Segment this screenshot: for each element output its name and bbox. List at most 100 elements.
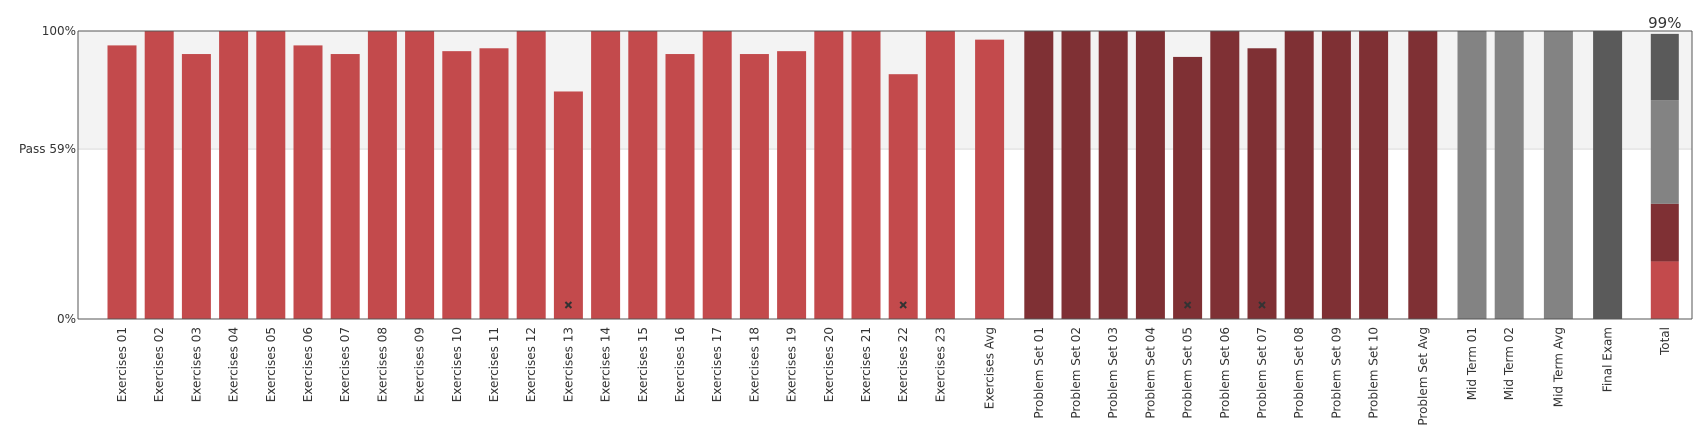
total-value-label: 99%	[1648, 14, 1681, 32]
category-label-7: Exercises 07	[338, 327, 352, 402]
axes	[77, 30, 1693, 320]
category-label-18: Exercises 18	[747, 327, 761, 402]
labels: 100% Pass 59% 0% Exercises 01 Exercises 02 Ex…	[19, 14, 1682, 426]
bar-32	[1284, 31, 1314, 319]
bar-7	[330, 54, 360, 319]
bar-13	[553, 91, 583, 319]
category-label-19: Exercises 19	[785, 327, 799, 402]
bar-39	[1593, 31, 1623, 319]
category-label-38: Mid Term Avg	[1551, 327, 1565, 407]
bar-18	[739, 54, 769, 319]
bar-1	[107, 45, 137, 320]
bar-2	[144, 31, 174, 319]
category-label-22: Exercises 22	[896, 327, 910, 402]
bars	[107, 31, 1679, 320]
bar-29	[1173, 56, 1203, 320]
category-label-36: Mid Term 01	[1465, 327, 1479, 400]
marker-22	[899, 301, 907, 309]
category-label-15: Exercises 15	[636, 327, 650, 402]
bar-11	[479, 48, 509, 319]
bar-37	[1494, 31, 1524, 319]
marker-31	[1258, 301, 1266, 309]
bar-38	[1543, 31, 1573, 319]
y-tick-label-0: 100%	[42, 24, 76, 38]
total-segment-4	[1650, 33, 1679, 101]
category-label-5: Exercises 05	[264, 327, 278, 402]
category-label-2: Exercises 02	[152, 327, 166, 402]
bar-16	[665, 54, 695, 319]
category-label-12: Exercises 12	[524, 327, 538, 402]
y-tick-label-2: 0%	[57, 312, 76, 326]
category-label-21: Exercises 21	[859, 327, 873, 402]
bar-28	[1135, 31, 1165, 319]
category-label-35: Problem Set Avg	[1416, 327, 1430, 426]
total-segment-3	[1650, 100, 1679, 204]
total-category-label: Total	[1658, 327, 1672, 356]
category-label-11: Exercises 11	[487, 327, 501, 402]
category-label-37: Mid Term 02	[1502, 327, 1516, 400]
marker-stroke-b-22	[899, 301, 907, 309]
bar-25	[1024, 31, 1054, 319]
category-label-16: Exercises 16	[673, 327, 687, 402]
markers	[564, 301, 1266, 309]
bar-31	[1247, 48, 1277, 319]
category-label-8: Exercises 08	[375, 327, 389, 402]
bar-15	[628, 31, 658, 319]
category-label-24: Exercises Avg	[983, 327, 997, 409]
bar-26	[1061, 31, 1091, 319]
marker-29	[1183, 301, 1192, 309]
category-label-14: Exercises 14	[599, 327, 613, 402]
bar-4	[219, 31, 249, 319]
marker-stroke-b-31	[1258, 301, 1266, 309]
category-label-27: Problem Set 03	[1106, 327, 1120, 419]
bar-22	[888, 74, 918, 319]
bar-36	[1457, 31, 1487, 319]
total-segment-2	[1650, 203, 1679, 262]
bar-27	[1098, 31, 1128, 319]
bar-21	[851, 31, 881, 319]
category-label-20: Exercises 20	[822, 327, 836, 402]
category-label-4: Exercises 04	[227, 327, 241, 402]
category-label-28: Problem Set 04	[1143, 327, 1157, 419]
bar-6	[293, 45, 323, 320]
bar-33	[1321, 31, 1351, 319]
bar-23	[925, 31, 955, 319]
category-label-34: Problem Set 10	[1367, 327, 1381, 419]
category-label-6: Exercises 06	[301, 327, 315, 402]
bar-34	[1359, 31, 1389, 319]
category-label-10: Exercises 10	[450, 327, 464, 402]
bar-12	[516, 31, 546, 319]
category-label-17: Exercises 17	[710, 327, 724, 402]
bar-17	[702, 31, 732, 319]
category-label-1: Exercises 01	[115, 327, 129, 402]
category-label-31: Problem Set 07	[1255, 327, 1269, 419]
bar-8	[367, 31, 397, 319]
category-label-13: Exercises 13	[561, 327, 575, 402]
category-label-9: Exercises 09	[413, 327, 427, 402]
category-label-30: Problem Set 06	[1218, 327, 1232, 419]
bar-5	[256, 31, 286, 319]
marker-stroke-b-13	[564, 301, 573, 309]
bar-10	[442, 51, 472, 319]
bar-19	[777, 51, 807, 319]
total-segment-1	[1650, 261, 1679, 319]
category-label-25: Problem Set 01	[1032, 327, 1046, 419]
bar-24	[975, 39, 1005, 319]
bar-30	[1210, 31, 1240, 319]
category-label-39: Final Exam	[1601, 327, 1615, 392]
category-label-26: Problem Set 02	[1069, 327, 1083, 419]
category-label-33: Problem Set 09	[1329, 327, 1343, 419]
marker-stroke-b-29	[1183, 301, 1192, 309]
bar-3	[181, 54, 211, 319]
bar-20	[814, 31, 844, 319]
y-tick-label-1: Pass 59%	[19, 142, 76, 156]
marker-13	[564, 301, 573, 309]
category-label-3: Exercises 03	[189, 327, 203, 402]
bar-14	[591, 31, 621, 319]
category-label-32: Problem Set 08	[1292, 327, 1306, 419]
category-label-29: Problem Set 05	[1181, 327, 1195, 419]
bar-35	[1408, 31, 1438, 319]
bar-9	[405, 31, 435, 319]
category-label-23: Exercises 23	[933, 327, 947, 402]
